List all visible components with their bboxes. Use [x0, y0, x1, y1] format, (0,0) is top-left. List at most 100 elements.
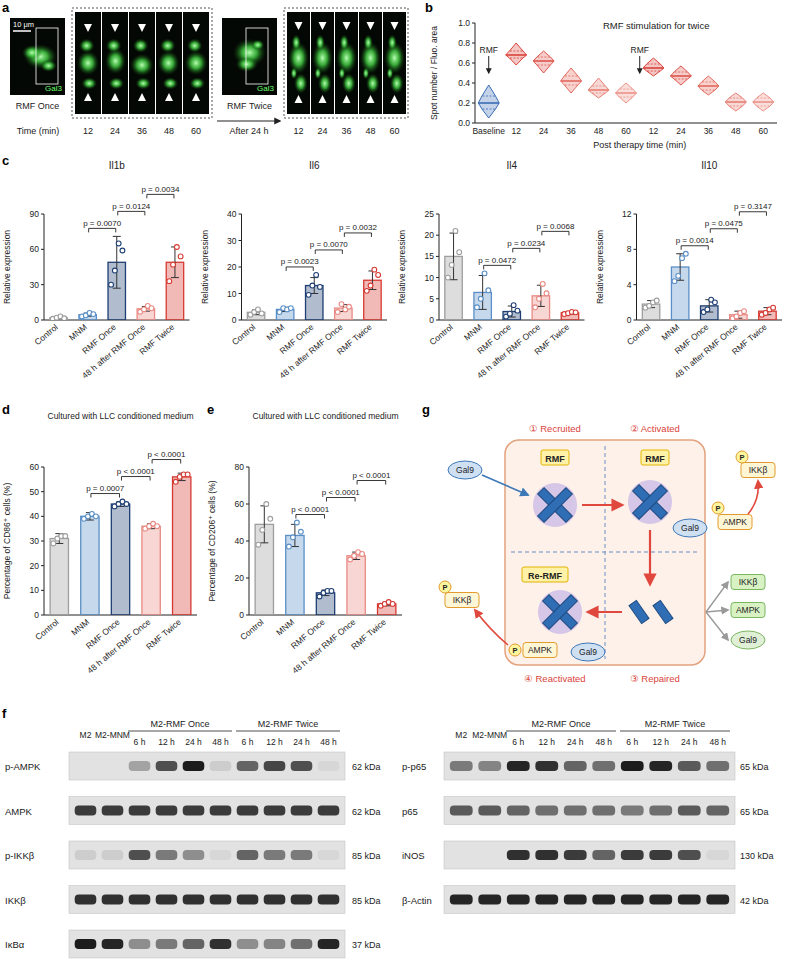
p-value: p = 0.0034 — [141, 185, 180, 194]
time-label: 36 — [341, 126, 351, 136]
error-bar — [310, 278, 318, 294]
step-label: ② Activated — [630, 423, 680, 434]
band — [592, 761, 615, 771]
x-tick-label: Control — [32, 322, 60, 347]
x-tick-label: 24 — [676, 126, 686, 136]
arrow — [588, 611, 622, 613]
nanorod — [629, 600, 649, 623]
arrowhead — [295, 95, 303, 103]
blot-strip — [69, 841, 345, 869]
violin-median — [698, 85, 719, 87]
y-tick — [634, 249, 637, 250]
violin-median — [478, 102, 499, 104]
arrow — [748, 481, 758, 514]
marks — [50, 236, 184, 320]
x-tick-label: 48 h after RMF Once — [672, 322, 739, 381]
band — [678, 850, 701, 860]
error-bar — [260, 506, 268, 543]
x-axis — [475, 123, 777, 124]
band — [535, 806, 558, 816]
y-tick-label: 5 — [429, 294, 434, 304]
y-tick — [436, 298, 439, 299]
data-point — [680, 256, 685, 261]
data-point — [683, 251, 688, 256]
lane-label: 48 h — [320, 737, 337, 747]
x-tick-label: Control — [230, 322, 258, 347]
scale-bar — [13, 30, 31, 32]
chart-title: Il1b — [109, 160, 126, 171]
data-point — [511, 303, 516, 308]
band — [706, 761, 729, 771]
significance-bracket — [296, 515, 325, 519]
blot-strip — [444, 752, 735, 780]
lane-group-line — [128, 731, 232, 732]
x-tick-label: MNM — [264, 322, 286, 343]
protein — [741, 463, 775, 478]
data-point — [372, 267, 377, 272]
violin-quartile — [565, 76, 578, 77]
data-point — [149, 306, 154, 311]
band — [450, 806, 473, 816]
data-point — [376, 273, 381, 278]
chart-title: Il10 — [701, 160, 718, 171]
band — [183, 761, 205, 771]
x-tick-label: 48 h after RMF Once — [290, 617, 357, 676]
data-point — [705, 307, 710, 312]
gal3-signal — [22, 45, 42, 60]
data-point — [174, 245, 179, 250]
y-tick-label: 15 — [425, 251, 435, 261]
band — [621, 806, 644, 816]
error-bar — [55, 534, 63, 544]
data-point — [178, 254, 183, 259]
annotation: RMF — [480, 45, 498, 55]
significance-bracket — [542, 231, 569, 235]
p-value: p = 0.3147 — [734, 202, 773, 211]
stimulus-label: RMF — [645, 454, 665, 464]
y-tick-label: 0.6 — [458, 58, 470, 68]
band — [507, 850, 530, 860]
violin-quartile — [620, 89, 633, 90]
blot-strip — [69, 797, 345, 825]
data-point — [486, 288, 491, 293]
condition-label: RMF Twice — [227, 101, 272, 111]
y-tick-label: 0.4 — [458, 78, 470, 88]
protein-label: p-p65 — [402, 761, 426, 772]
band — [478, 850, 501, 860]
violin-quartile — [730, 98, 743, 99]
error-bar — [647, 301, 655, 308]
y-tick-label: 8 — [627, 244, 632, 254]
data-point — [318, 284, 323, 289]
y-tick — [472, 123, 475, 124]
band — [291, 761, 313, 771]
band — [156, 761, 178, 771]
data-point — [329, 589, 334, 594]
lane-label: 6 h — [626, 737, 638, 747]
significance-bracket — [344, 233, 371, 237]
y-tick — [239, 240, 242, 241]
band — [129, 806, 151, 816]
band — [210, 850, 232, 860]
micrograph — [222, 18, 277, 95]
band — [318, 761, 340, 771]
y-tick — [634, 320, 637, 321]
arrowhead — [192, 93, 200, 101]
band — [507, 806, 530, 816]
band — [564, 761, 587, 771]
field-glow — [538, 590, 582, 634]
band — [592, 895, 615, 905]
data-point — [167, 279, 172, 284]
band — [318, 850, 340, 860]
chart-title: Il6 — [309, 160, 320, 171]
gal9 — [673, 519, 707, 537]
data-point — [124, 502, 129, 507]
data-point — [51, 541, 56, 546]
band — [507, 895, 530, 905]
violin-quartile — [620, 97, 633, 98]
stimulus-tag — [541, 450, 569, 465]
y-tick — [41, 565, 44, 566]
data-point — [112, 268, 117, 273]
panel-letter: d — [2, 402, 10, 417]
time-lapse-box — [284, 8, 408, 118]
violin — [588, 78, 609, 98]
significance-bracket — [739, 212, 766, 216]
